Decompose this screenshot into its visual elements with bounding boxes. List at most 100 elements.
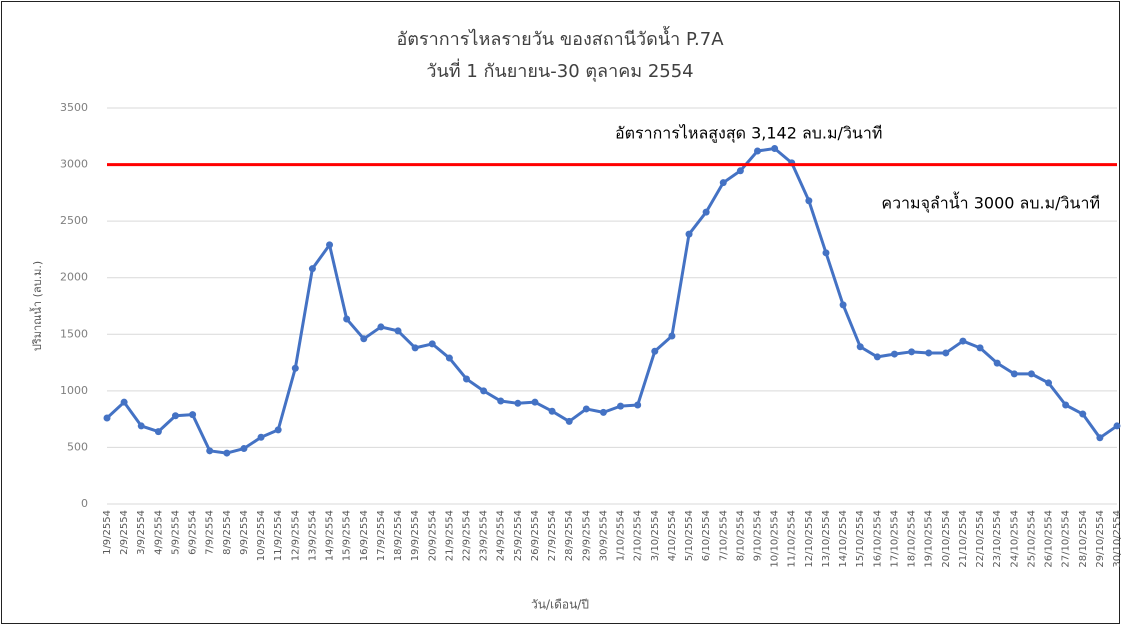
x-tick-label: 1/10/2554	[616, 510, 627, 561]
y-tick-label: 1500	[60, 327, 88, 340]
x-tick-label: 8/10/2554	[735, 510, 746, 561]
x-tick-label: 7/9/2554	[205, 510, 216, 555]
x-tick-label: 30/9/2554	[598, 510, 609, 561]
data-point	[1010, 370, 1018, 378]
data-point	[1079, 410, 1087, 418]
x-tick-label: 24/10/2554	[1009, 510, 1020, 568]
x-tick-label: 22/9/2554	[461, 510, 472, 561]
data-point	[719, 179, 727, 187]
reference-label: ความจุลำน้ำ 3000 ลบ.ม/วินาที	[881, 192, 1100, 214]
data-point	[514, 399, 522, 407]
x-tick-label: 15/9/2554	[342, 510, 353, 561]
x-tick-label: 2/9/2554	[119, 510, 130, 555]
data-point	[993, 359, 1001, 367]
x-tick-label: 26/10/2554	[1044, 510, 1055, 568]
x-tick-label: 4/10/2554	[667, 510, 678, 561]
data-point	[599, 408, 607, 416]
y-tick-label: 3000	[60, 158, 88, 171]
x-tick-label: 27/10/2554	[1061, 510, 1072, 568]
x-tick-label: 24/9/2554	[496, 510, 507, 561]
x-tick-label: 21/10/2554	[958, 510, 969, 568]
data-point	[206, 447, 214, 455]
data-point	[959, 337, 967, 345]
x-tick-label: 20/9/2554	[427, 510, 438, 561]
data-point	[839, 301, 847, 309]
data-point	[873, 353, 881, 361]
x-tick-label: 9/10/2554	[753, 510, 764, 561]
x-tick-label: 3/10/2554	[650, 510, 661, 561]
y-tick-label: 1000	[60, 384, 88, 397]
data-point	[1045, 379, 1053, 387]
data-point	[531, 398, 539, 406]
data-point	[582, 405, 590, 413]
data-point	[754, 147, 762, 155]
data-point	[668, 332, 676, 340]
data-point	[428, 340, 436, 348]
x-tick-label: 6/9/2554	[188, 510, 199, 555]
y-tick-label: 500	[67, 440, 88, 453]
data-point	[377, 323, 385, 331]
data-point	[771, 145, 779, 153]
x-tick-label: 19/10/2554	[924, 510, 935, 568]
data-point	[445, 354, 453, 362]
data-point	[805, 197, 813, 205]
data-point	[171, 412, 179, 420]
data-point	[856, 343, 864, 351]
data-point	[257, 433, 265, 441]
x-tick-label: 18/10/2554	[907, 510, 918, 568]
x-tick-label: 8/9/2554	[222, 510, 233, 555]
chart-subtitle: วันที่ 1 กันยายน-30 ตุลาคม 2554	[426, 58, 693, 82]
y-tick-label: 0	[81, 497, 88, 510]
x-tick-label: 18/9/2554	[393, 510, 404, 561]
data-point	[702, 208, 710, 216]
x-tick-label: 28/10/2554	[1078, 510, 1089, 568]
x-tick-label: 13/10/2554	[821, 510, 832, 568]
data-point	[103, 414, 111, 422]
x-tick-label: 25/9/2554	[513, 510, 524, 561]
x-tick-label: 7/10/2554	[718, 510, 729, 561]
x-tick-label: 25/10/2554	[1026, 510, 1037, 568]
x-tick-label: 5/9/2554	[170, 510, 181, 555]
x-tick-label: 17/9/2554	[376, 510, 387, 561]
data-point	[308, 265, 316, 273]
x-tick-label: 12/10/2554	[804, 510, 815, 568]
x-tick-label: 9/9/2554	[239, 510, 250, 555]
data-point	[411, 344, 419, 352]
x-tick-label: 4/9/2554	[153, 510, 164, 555]
data-point	[154, 428, 162, 436]
x-tick-label: 14/9/2554	[325, 510, 336, 561]
x-tick-label: 30/10/2554	[1112, 510, 1122, 568]
x-tick-label: 26/9/2554	[530, 510, 541, 561]
data-point	[343, 315, 351, 323]
x-tick-label: 23/10/2554	[992, 510, 1003, 568]
data-point	[137, 422, 145, 430]
data-point	[1096, 434, 1104, 442]
data-point	[274, 426, 282, 434]
data-point	[1027, 370, 1035, 378]
x-tick-label: 22/10/2554	[975, 510, 986, 568]
data-point	[685, 230, 693, 238]
data-point	[223, 449, 231, 457]
data-point	[480, 387, 488, 395]
data-point	[942, 349, 950, 357]
data-point	[1113, 422, 1121, 430]
y-axis-label: ปริมาณน้ำ (ลบ.ม.)	[29, 261, 44, 351]
data-point	[822, 249, 830, 257]
data-point	[634, 401, 642, 409]
x-tick-label: 6/10/2554	[701, 510, 712, 561]
x-tick-label: 3/9/2554	[136, 510, 147, 555]
x-tick-label: 17/10/2554	[889, 510, 900, 568]
data-point	[189, 411, 197, 419]
y-tick-label: 2500	[60, 214, 88, 227]
x-tick-label: 5/10/2554	[684, 510, 695, 561]
x-tick-label: 2/10/2554	[633, 510, 644, 561]
data-point	[394, 327, 402, 335]
x-tick-label: 29/9/2554	[581, 510, 592, 561]
data-point	[497, 397, 505, 405]
data-point	[565, 417, 573, 425]
x-tick-label: 23/9/2554	[479, 510, 490, 561]
annotation: อัตราการไหลสูงสุด 3,142 ลบ.ม/วินาที	[615, 124, 882, 144]
x-tick-label: 20/10/2554	[941, 510, 952, 568]
data-point	[651, 347, 659, 355]
data-point	[548, 407, 556, 415]
